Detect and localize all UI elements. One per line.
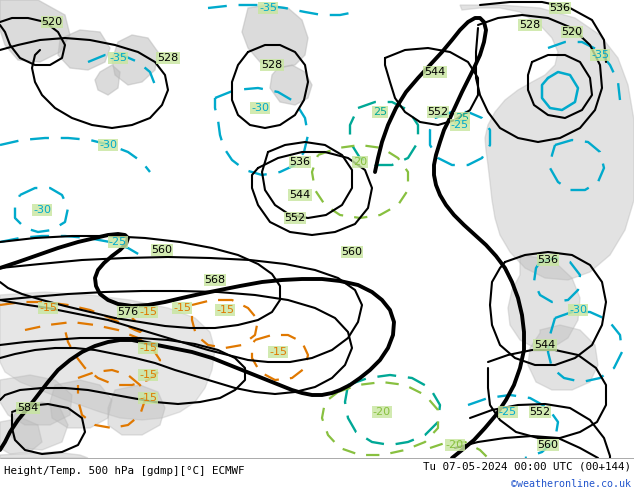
Polygon shape (0, 292, 215, 420)
Text: 20: 20 (353, 157, 367, 167)
Text: -35: -35 (109, 53, 127, 63)
Polygon shape (10, 402, 68, 450)
Polygon shape (0, 0, 70, 62)
Text: 552: 552 (427, 107, 449, 117)
Text: 560: 560 (538, 440, 559, 450)
Polygon shape (270, 65, 312, 105)
Text: -15: -15 (139, 370, 157, 380)
Polygon shape (50, 380, 112, 428)
Text: -20: -20 (373, 407, 391, 417)
Text: 552: 552 (285, 213, 306, 223)
Text: -20: -20 (446, 440, 464, 450)
Text: 528: 528 (157, 53, 179, 63)
Text: 25: 25 (455, 113, 469, 123)
Polygon shape (112, 35, 158, 85)
Text: -30: -30 (569, 305, 587, 315)
Text: 544: 544 (289, 190, 311, 200)
Text: -15: -15 (139, 343, 157, 353)
Text: -25: -25 (109, 237, 127, 247)
Polygon shape (460, 5, 634, 280)
Text: ©weatheronline.co.uk: ©weatheronline.co.uk (511, 479, 631, 489)
Polygon shape (242, 5, 308, 68)
Text: 520: 520 (562, 27, 583, 37)
Text: -35: -35 (591, 50, 609, 60)
Text: 520: 520 (41, 17, 63, 27)
Text: -15: -15 (139, 307, 157, 317)
Text: 584: 584 (17, 403, 39, 413)
Text: 560: 560 (152, 245, 172, 255)
Text: Tu 07-05-2024 00:00 UTC (00+144): Tu 07-05-2024 00:00 UTC (00+144) (423, 462, 631, 472)
Text: 560: 560 (342, 247, 363, 257)
Text: -30: -30 (251, 103, 269, 113)
Text: 536: 536 (290, 157, 311, 167)
Text: 576: 576 (117, 307, 139, 317)
Text: -25: -25 (451, 120, 469, 130)
Text: 552: 552 (529, 407, 550, 417)
Text: -15: -15 (269, 347, 287, 357)
Text: 25: 25 (373, 107, 387, 117)
Polygon shape (0, 452, 88, 458)
Text: 528: 528 (261, 60, 283, 70)
Polygon shape (95, 65, 120, 95)
Text: -15: -15 (139, 393, 157, 403)
Text: 544: 544 (424, 67, 446, 77)
Polygon shape (0, 375, 72, 425)
Text: 568: 568 (204, 275, 226, 285)
Text: 544: 544 (534, 340, 555, 350)
Text: -25: -25 (499, 407, 517, 417)
Text: 536: 536 (550, 3, 571, 13)
Text: -15: -15 (173, 303, 191, 313)
Text: -30: -30 (33, 205, 51, 215)
Text: 536: 536 (538, 255, 559, 265)
Polygon shape (0, 418, 42, 454)
Text: -35: -35 (259, 3, 277, 13)
Text: 528: 528 (519, 20, 541, 30)
Polygon shape (108, 385, 165, 435)
Polygon shape (528, 325, 598, 390)
Text: -15: -15 (39, 303, 57, 313)
Text: -30: -30 (99, 140, 117, 150)
Text: -15: -15 (216, 305, 234, 315)
Polygon shape (58, 30, 110, 70)
Text: Height/Temp. 500 hPa [gdmp][°C] ECMWF: Height/Temp. 500 hPa [gdmp][°C] ECMWF (4, 466, 244, 476)
Polygon shape (508, 255, 580, 348)
